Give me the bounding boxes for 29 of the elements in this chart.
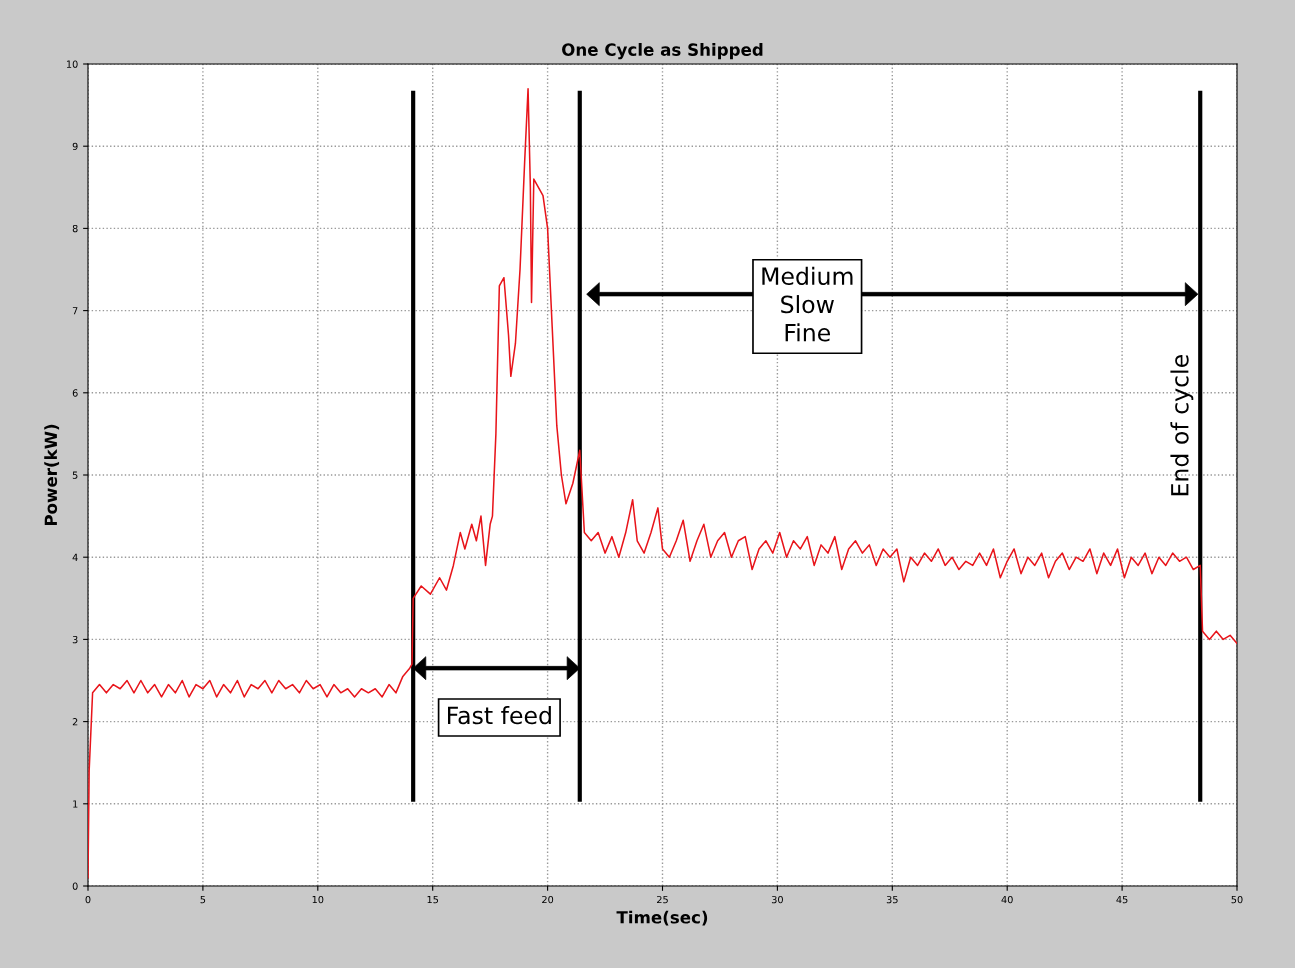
line-series xyxy=(88,87,1237,879)
y-tick-label: 0 xyxy=(72,882,78,890)
annotation: End of cycle xyxy=(1170,355,1194,496)
x-tick-label: 10 xyxy=(312,895,324,904)
y-tick-label: 9 xyxy=(72,142,78,151)
y-tick-label: 8 xyxy=(72,224,78,233)
x-tick-label: 20 xyxy=(542,895,554,904)
x-tick-label: 45 xyxy=(1116,896,1128,904)
y-tick-label: 5 xyxy=(72,471,78,479)
x-tick-label: 0 xyxy=(85,895,91,904)
y-tick-label: 1 xyxy=(73,800,78,808)
x-tick-label: 5 xyxy=(200,896,206,904)
x-axis-title: Time(sec) xyxy=(616,910,708,926)
x-tick-label: 35 xyxy=(886,895,898,904)
y-tick-label: 6 xyxy=(72,389,78,397)
x-tick-label: 15 xyxy=(427,896,439,904)
y-tick-label: 3 xyxy=(72,635,78,644)
x-tick-label: 30 xyxy=(771,895,783,904)
y-axis-title: Power(kW) xyxy=(44,424,60,526)
chart-title: One Cycle as Shipped xyxy=(562,43,763,60)
y-tick-label: 10 xyxy=(66,60,78,68)
annotation: Medium Slow Fine xyxy=(762,266,853,342)
y-tick-label: 7 xyxy=(72,307,78,315)
y-tick-label: 2 xyxy=(72,718,78,726)
annotation: Fast feed xyxy=(448,706,551,725)
x-tick-label: 25 xyxy=(657,895,668,904)
x-tick-label: 40 xyxy=(1001,895,1013,904)
y-tick-label: 4 xyxy=(72,553,78,561)
x-tick-label: 50 xyxy=(1231,895,1243,904)
